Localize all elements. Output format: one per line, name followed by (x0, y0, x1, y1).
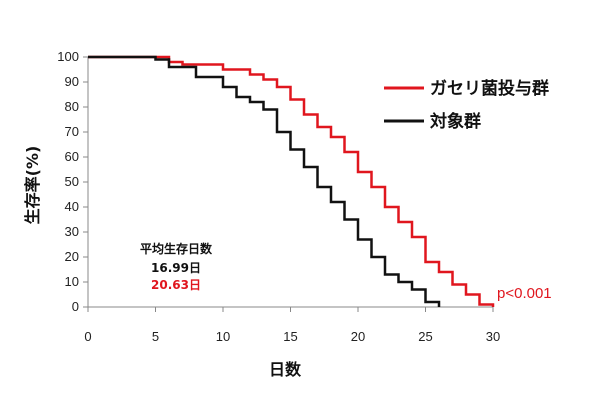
y-tick-label: 50 (65, 174, 79, 189)
stats-treated-value: 20.63日 (151, 278, 201, 292)
series-line-treated (88, 55, 495, 307)
x-tick-label: 30 (486, 329, 500, 344)
y-tick-label: 40 (65, 199, 79, 214)
y-tick-label: 10 (65, 274, 79, 289)
legend: ガセリ菌投与群 対象群 (384, 78, 549, 132)
series-lines (88, 55, 495, 307)
y-tick-label: 90 (65, 74, 79, 89)
p-value-annotation: p<0.001 (497, 285, 552, 302)
y-tick-label: 60 (65, 149, 79, 164)
legend-label-treated: ガセリ菌投与群 (430, 78, 549, 99)
stats-title: 平均生存日数 (140, 241, 213, 256)
x-tick-label: 15 (283, 329, 297, 344)
series-line-control (88, 55, 441, 307)
stats-annotation: 平均生存日数 16.99日 20.63日 (140, 241, 213, 292)
x-tick-label: 0 (84, 329, 91, 344)
x-tick-label: 10 (216, 329, 230, 344)
x-tick-label: 20 (351, 329, 365, 344)
y-tick-label: 100 (57, 49, 79, 64)
y-tick-label: 30 (65, 224, 79, 239)
y-axis-title: 生存率(%) (23, 146, 42, 225)
x-ticks: 0 5 10 15 20 25 30 (84, 307, 500, 344)
stats-control-value: 16.99日 (151, 261, 201, 275)
y-tick-label: 70 (65, 124, 79, 139)
y-tick-label: 20 (65, 249, 79, 264)
x-axis-title: 日数 (269, 360, 302, 379)
x-tick-label: 5 (152, 329, 159, 344)
legend-label-control: 対象群 (429, 111, 481, 132)
y-ticks: 0 10 20 30 40 50 60 70 80 90 100 (57, 49, 88, 314)
x-tick-label: 25 (418, 329, 432, 344)
y-tick-label: 80 (65, 99, 79, 114)
y-tick-label: 0 (72, 299, 79, 314)
